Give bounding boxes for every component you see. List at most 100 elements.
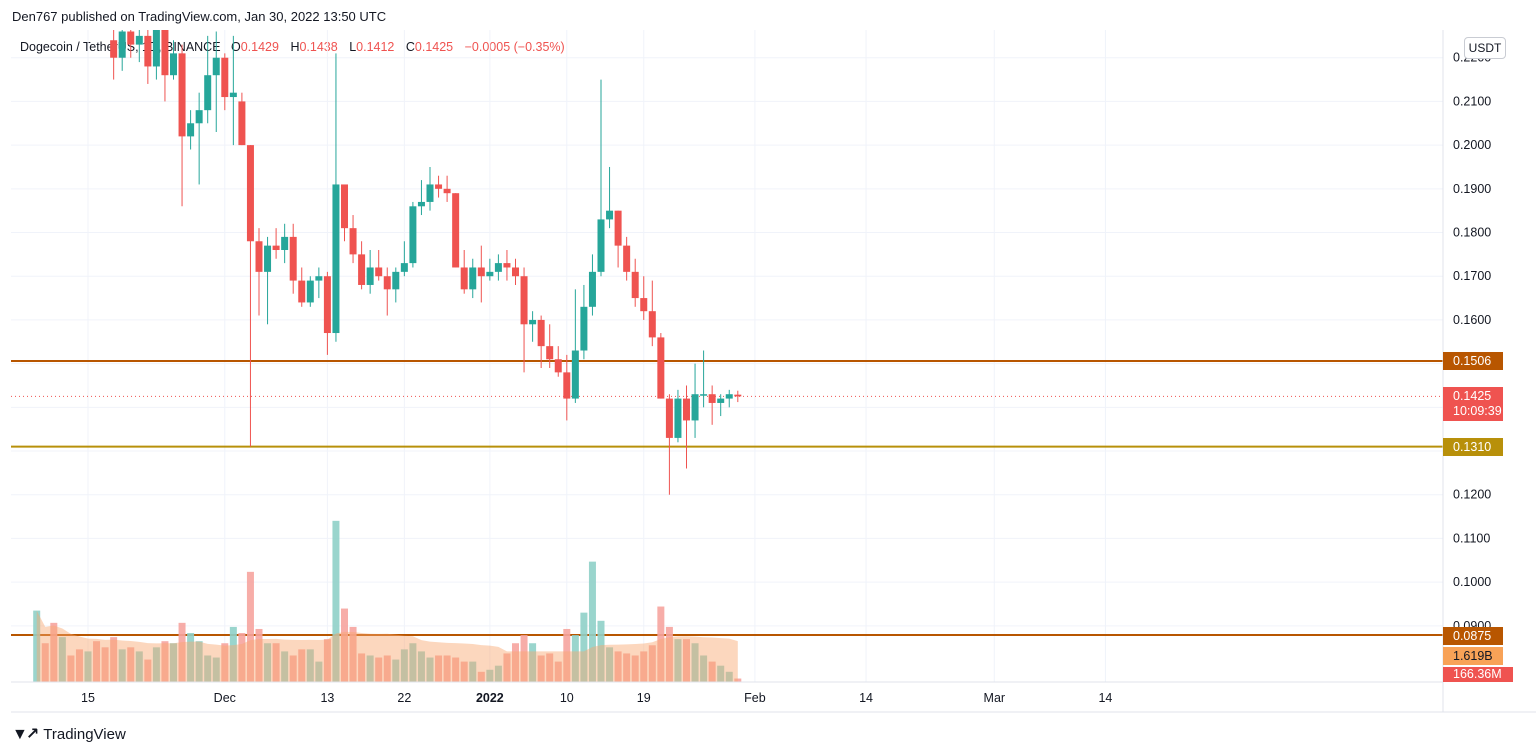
candle-body [246, 145, 254, 242]
candle-body [195, 110, 203, 124]
volume-bar [392, 659, 400, 682]
volume-bar [443, 655, 451, 682]
candle-body [255, 241, 263, 272]
candle-body [264, 245, 272, 272]
candle-body [700, 394, 708, 396]
volume-bar [383, 655, 391, 682]
volume-bar [144, 659, 152, 682]
candle-body [520, 276, 528, 325]
volume-bar [426, 657, 434, 682]
time-tick-label: 10 [560, 691, 574, 705]
volume-bar [580, 612, 588, 682]
volume-bar [238, 633, 246, 682]
candle-body [221, 57, 229, 98]
candle-body [170, 53, 177, 76]
candle-body [332, 184, 340, 334]
volume-bar [665, 626, 673, 682]
volume-bar [623, 653, 631, 682]
volume-bar [725, 671, 733, 682]
candle-body [118, 31, 126, 58]
candle-body [298, 280, 306, 303]
candle-body [152, 30, 160, 67]
candle-body [229, 92, 237, 98]
time-tick-label: Dec [214, 691, 236, 705]
time-tick-label: 19 [637, 691, 651, 705]
candle-body [657, 337, 665, 399]
candle-body [349, 228, 357, 255]
candle-body [212, 57, 220, 76]
high-label: H [290, 40, 300, 54]
candle-body [563, 372, 571, 399]
candle-body [554, 359, 562, 373]
volume-bar [563, 628, 571, 682]
volume-bar [486, 669, 494, 682]
volume-bar [118, 649, 126, 682]
candle-body [460, 267, 468, 290]
volume-bar [67, 655, 75, 682]
volume-bar [614, 651, 622, 682]
time-tick-label: 15 [81, 691, 95, 705]
currency-unit-badge[interactable]: USDT [1464, 37, 1506, 59]
volume-ma-area [36, 610, 738, 682]
volume-bar [537, 655, 545, 682]
brand-name: TradingView [43, 725, 126, 743]
countdown-timer: 10:09:39 [1453, 404, 1502, 418]
volume-bar [289, 655, 297, 682]
price-tick-label: 0.1700 [1453, 269, 1491, 283]
time-tick-label: 14 [1098, 691, 1112, 705]
candle-body [272, 245, 280, 251]
time-tick-label: Mar [984, 691, 1006, 705]
support-price-tag: 0.1310 [1443, 438, 1503, 456]
volume-bar [298, 649, 306, 682]
candle-body [614, 210, 622, 246]
candle-body [597, 219, 605, 272]
volume-bar [341, 608, 348, 682]
candle-body [452, 193, 460, 268]
candle-body [674, 398, 682, 438]
candle-body [734, 394, 742, 397]
volume-bar [349, 626, 357, 682]
candle-body [204, 75, 212, 111]
price-tick-label: 0.1600 [1453, 313, 1491, 327]
low-value: 0.1412 [356, 40, 395, 54]
candle-body [144, 35, 152, 67]
candle-body [503, 263, 511, 268]
time-tick-label: 13 [320, 691, 334, 705]
volume-bar [306, 649, 314, 682]
time-tick-label: Feb [744, 691, 766, 705]
candle-body [725, 394, 733, 399]
candle-body [358, 254, 366, 285]
volume-bar [195, 641, 203, 682]
price-axis[interactable]: 0.22000.21000.20000.19000.18000.17000.16… [1442, 30, 1491, 712]
candle-body [306, 280, 314, 303]
candle-body [571, 350, 579, 399]
candle-body [494, 263, 502, 272]
grid-lines [11, 30, 1443, 682]
volume-bar [358, 653, 366, 682]
volume-bar [435, 655, 443, 682]
candle-body [623, 245, 631, 272]
candle-body [238, 101, 246, 146]
close-label: C [405, 40, 415, 54]
candle-body [546, 346, 554, 360]
candle-body [708, 394, 716, 403]
candle-body [392, 271, 400, 290]
volume-bar [221, 643, 229, 682]
volume-bar [529, 643, 537, 682]
volume-bar [588, 561, 596, 682]
volume-bar [503, 653, 511, 682]
time-axis[interactable]: 15 Dec 13 22 2022 10 19 Feb 14 Mar 14 [11, 681, 1536, 713]
candle-body [110, 40, 118, 58]
candle-body [512, 267, 519, 277]
volume-bar [110, 637, 118, 682]
volume-bar [187, 633, 195, 682]
candle-body [443, 188, 451, 194]
time-tick-label: 2022 [476, 691, 504, 705]
current-price-tag: 0.1425 10:09:39 [1443, 387, 1503, 421]
candle-body [341, 184, 348, 229]
resistance-price-tag: 0.1506 [1443, 352, 1503, 370]
candle-body [289, 236, 297, 281]
open-label: O [230, 40, 241, 54]
volume-level-tag: 0.0875 [1443, 627, 1503, 645]
